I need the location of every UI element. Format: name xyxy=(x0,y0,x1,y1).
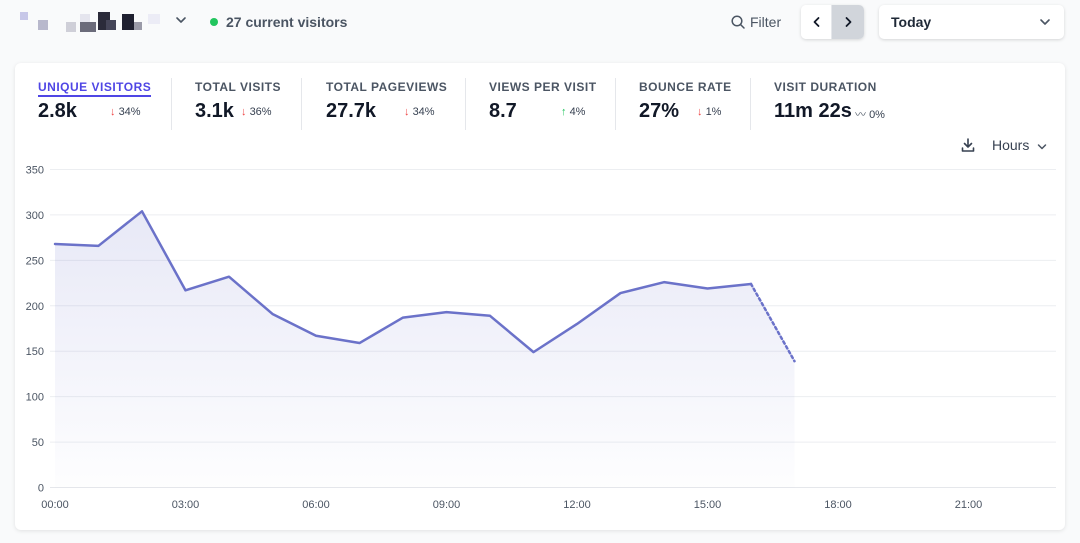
period-navigation xyxy=(801,5,864,39)
chevron-down-icon xyxy=(1040,19,1050,25)
metric-label: TOTAL PAGEVIEWS xyxy=(326,80,448,94)
metric-divider xyxy=(615,78,616,130)
chevron-right-icon xyxy=(845,17,852,27)
metric-label: TOTAL VISITS xyxy=(195,80,282,94)
interval-select-label: Hours xyxy=(992,137,1030,153)
chevron-down-icon[interactable] xyxy=(174,13,188,27)
current-visitors-link[interactable]: 27 current visitors xyxy=(226,14,348,30)
arrow-up-icon: ↑ xyxy=(561,106,567,118)
metric-label: VISIT DURATION xyxy=(774,80,877,94)
metric-change: 〰 0% xyxy=(855,106,885,122)
metric-value: 27% xyxy=(639,100,680,122)
metric-views-per-visit[interactable]: VIEWS PER VISIT 8.7 ↑ 4% xyxy=(489,78,609,130)
metric-value: 11m 22s xyxy=(774,100,852,122)
trend-flat-icon: 〰 xyxy=(855,109,866,121)
metric-change: ↓ 1% xyxy=(697,106,721,118)
metric-value: 2.8k xyxy=(38,100,77,122)
metric-divider xyxy=(750,78,751,130)
arrow-down-icon: ↓ xyxy=(110,106,116,118)
metric-change-value: 34% xyxy=(118,106,141,118)
metric-label: UNIQUE VISITORS xyxy=(38,80,152,97)
metric-unique-visitors[interactable]: UNIQUE VISITORS 2.8k ↓ 34% xyxy=(38,78,168,130)
metric-change: ↓ 34% xyxy=(110,106,141,118)
interval-select[interactable]: Hours xyxy=(992,137,1047,155)
period-select[interactable]: Today xyxy=(879,5,1064,39)
next-period-button[interactable] xyxy=(832,5,864,39)
site-selector[interactable] xyxy=(18,10,168,32)
metric-change: ↓ 34% xyxy=(404,106,435,118)
previous-period-button[interactable] xyxy=(801,5,832,39)
metric-change: ↑ 4% xyxy=(561,106,585,118)
download-icon[interactable] xyxy=(960,137,976,153)
metric-value: 3.1k xyxy=(195,100,234,122)
chevron-left-icon xyxy=(813,17,820,27)
metric-label: VIEWS PER VISIT xyxy=(489,80,597,94)
metric-divider xyxy=(465,78,466,130)
metric-total-visits[interactable]: TOTAL VISITS 3.1k ↓ 36% xyxy=(195,78,305,130)
live-indicator-dot xyxy=(210,18,218,26)
stats-card: UNIQUE VISITORS 2.8k ↓ 34% TOTAL VISITS … xyxy=(15,63,1065,530)
period-select-label: Today xyxy=(891,14,932,30)
chevron-down-icon xyxy=(1037,144,1047,150)
metric-label: BOUNCE RATE xyxy=(639,80,732,94)
metric-change: ↓ 36% xyxy=(241,106,272,118)
arrow-down-icon: ↓ xyxy=(697,106,703,118)
metric-change-value: 0% xyxy=(869,109,885,121)
metric-visit-duration[interactable]: VISIT DURATION 11m 22s 〰 0% xyxy=(774,78,904,130)
metric-bounce-rate[interactable]: BOUNCE RATE 27% ↓ 1% xyxy=(639,78,749,130)
metric-value: 8.7 xyxy=(489,100,517,122)
top-bar: 27 current visitors Filter Today xyxy=(0,0,1080,44)
arrow-down-icon: ↓ xyxy=(241,106,247,118)
search-icon[interactable] xyxy=(730,14,746,30)
filter-button[interactable]: Filter xyxy=(750,14,782,30)
metric-divider xyxy=(301,78,302,130)
metric-total-pageviews[interactable]: TOTAL PAGEVIEWS 27.7k ↓ 34% xyxy=(326,78,456,130)
metric-change-value: 1% xyxy=(705,106,722,118)
metric-change-value: 34% xyxy=(412,106,435,118)
arrow-down-icon: ↓ xyxy=(404,106,410,118)
metric-change-value: 36% xyxy=(249,106,272,118)
metric-divider xyxy=(171,78,172,130)
metric-value: 27.7k xyxy=(326,100,377,122)
metric-change-value: 4% xyxy=(569,106,586,118)
